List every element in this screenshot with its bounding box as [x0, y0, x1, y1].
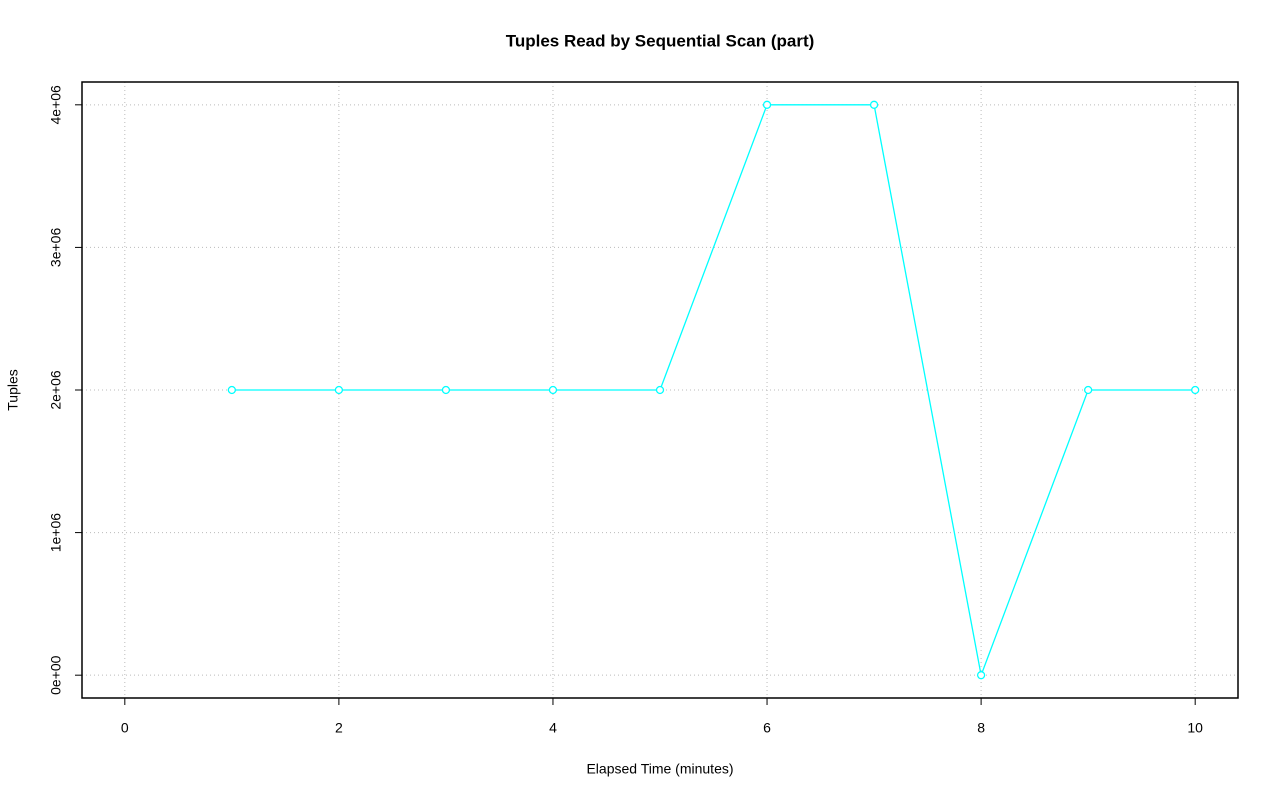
x-tick-label: 4 [549, 720, 557, 736]
data-point [655, 385, 665, 395]
y-tick-label: 2e+06 [48, 370, 64, 410]
x-tick-label: 8 [977, 720, 985, 736]
data-point [762, 100, 772, 109]
chart-title: Tuples Read by Sequential Scan (part) [506, 31, 815, 50]
x-axis-label: Elapsed Time (minutes) [586, 761, 733, 777]
y-axis-label: Tuples [5, 369, 21, 411]
data-point [334, 385, 344, 395]
data-point [441, 385, 451, 395]
x-tick-label: 0 [121, 720, 129, 736]
x-tick-label: 6 [763, 720, 771, 736]
x-tick-label: 10 [1187, 720, 1203, 736]
y-tick-label: 0e+00 [48, 655, 64, 695]
data-line [231, 104, 1196, 678]
data-point [548, 385, 558, 395]
data-point [227, 385, 237, 395]
y-tick-label: 3e+06 [48, 228, 64, 268]
data-point [1083, 385, 1093, 395]
data-point [869, 100, 879, 109]
data-point [976, 671, 986, 680]
plot-frame [81, 81, 1239, 699]
data-point [1191, 385, 1200, 395]
y-tick-label: 4e+06 [48, 85, 64, 125]
x-tick-label: 2 [335, 720, 343, 736]
y-tick-label: 1e+06 [48, 513, 64, 553]
